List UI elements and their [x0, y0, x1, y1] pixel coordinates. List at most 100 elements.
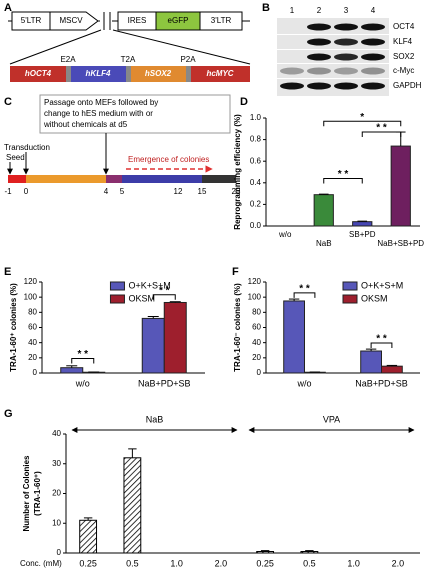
blot-row-label: SOX2	[393, 52, 415, 61]
promoter-arrow	[49, 11, 99, 31]
lane-label: 4	[371, 6, 376, 15]
blot-band	[307, 38, 331, 46]
insert-line	[112, 29, 251, 65]
panel-label: D	[240, 96, 248, 108]
bar	[283, 300, 305, 374]
note-text: Passage onto MEFs followed by	[44, 98, 158, 107]
legend-label: O+K+S+M	[361, 280, 403, 290]
y-tick-label: 40	[28, 338, 37, 347]
x-tick-label: w/o	[296, 378, 311, 388]
x-tick-label: 0.5	[126, 558, 139, 568]
blot-row-label: OCT4	[393, 22, 415, 31]
significance-label: * *	[299, 284, 310, 295]
significance-bracket	[361, 131, 402, 138]
y-axis-label: TRA-1-60⁺ colonies (%)	[9, 283, 18, 372]
y-tick-label: 40	[252, 338, 261, 347]
vector-label: IRES	[128, 16, 147, 25]
y-axis-label: Number of Colonies	[22, 455, 31, 532]
ltr-box	[199, 11, 243, 31]
bar	[256, 551, 275, 554]
y-tick-label: 0	[57, 548, 62, 557]
x-tick-label: NaB+PD+SB	[355, 378, 408, 388]
bar	[300, 551, 319, 554]
gene-box	[71, 66, 126, 82]
timeline-segment	[106, 175, 122, 183]
significance-bracket	[293, 292, 316, 298]
gene-label: hcMYC	[206, 69, 233, 78]
chart: 0 20 40 60 80 100 120 TRA-1-60⁺ colonies (%) O+K…	[9, 277, 205, 388]
day-label: 5	[120, 187, 125, 196]
x-tick-label: 2.0	[392, 558, 405, 568]
gene-box	[131, 66, 186, 82]
y-tick-label: 120	[24, 277, 38, 286]
significance-label: * *	[77, 349, 88, 360]
significance-label: * *	[376, 334, 387, 345]
day-label: -1	[4, 187, 12, 196]
y-tick-label: 1.0	[250, 113, 262, 122]
legend-swatch	[109, 281, 125, 291]
timeline-segment	[122, 175, 202, 183]
bar	[360, 350, 382, 374]
x-tick-label: 0.25	[256, 558, 274, 568]
note-box	[39, 94, 231, 134]
day-label: 23	[232, 187, 241, 196]
y-tick-label: 0.8	[250, 135, 262, 144]
vector-label: 5'LTR	[21, 16, 42, 25]
significance-bracket	[323, 177, 363, 184]
x-tick-label: NaB	[316, 239, 332, 248]
gene-box	[10, 66, 66, 82]
blot-band	[361, 38, 385, 46]
x-tick-label: 1.0	[170, 558, 183, 568]
x-tick-label: NaB+PD+SB	[138, 378, 191, 388]
y-axis-label: TRA-1-60⁻ colonies (%)	[233, 283, 242, 372]
significance-label: * *	[338, 169, 349, 180]
group-label: NaB	[146, 414, 164, 424]
y-tick-label: 80	[252, 307, 261, 316]
blot-band	[334, 53, 358, 61]
timeline-segment	[202, 175, 236, 183]
x-tick-label: 0.5	[303, 558, 316, 568]
blot-band	[334, 82, 358, 90]
panel-label: A	[4, 2, 12, 14]
y-axis-label: (TRA-1-60⁺)	[33, 471, 42, 516]
significance-bracket	[323, 120, 402, 127]
panel-label: E	[4, 266, 11, 278]
step-label: Seed	[6, 153, 25, 162]
y-tick-label: 10	[52, 518, 61, 527]
significance-bracket	[71, 357, 95, 364]
y-tick-label: 20	[252, 353, 261, 362]
x-axis-label: Conc. (mM)	[20, 559, 62, 568]
bar	[141, 317, 165, 374]
insert-line	[9, 29, 102, 65]
bar	[79, 519, 98, 554]
blot-band	[334, 67, 358, 75]
insert-bar	[10, 66, 250, 82]
y-tick-label: 60	[28, 323, 37, 332]
gene-label: hKLF4	[86, 69, 111, 78]
legend-label: OKSM	[361, 293, 388, 303]
x-tick-label: SB+PD	[349, 230, 376, 239]
gene-label: hSOX2	[145, 69, 172, 78]
note-text: without chemicals at d5	[43, 120, 128, 129]
bar	[123, 457, 142, 554]
significance-label: * *	[376, 123, 387, 134]
blot-band	[361, 82, 385, 90]
y-tick-label: 40	[52, 429, 61, 438]
bar	[390, 145, 411, 227]
blot-row-label: GAPDH	[393, 81, 422, 90]
panel-c: C Passage onto MEFs followed by change t…	[4, 94, 241, 196]
y-tick-label: 0.6	[250, 156, 262, 165]
chart: 0 20 40 60 80 100 120 TRA-1-60⁻ colonies (%) O+K…	[233, 277, 420, 388]
blot-band	[307, 53, 331, 61]
bar	[381, 365, 403, 374]
x-tick-label: 0.25	[79, 558, 97, 568]
y-tick-label: 60	[252, 323, 261, 332]
chart: 0.0 0.2 0.4 0.6 0.8 1.0 Reprogramming efficien…	[233, 112, 424, 248]
legend-label: O+K+S+M	[128, 280, 170, 290]
step-label: Transduction	[4, 143, 50, 152]
blot-band	[307, 23, 331, 31]
x-tick-label: w/o	[278, 230, 292, 239]
day-label: 12	[174, 187, 183, 196]
vector-label: 3'LTR	[211, 16, 232, 25]
significance-bracket	[370, 342, 393, 348]
